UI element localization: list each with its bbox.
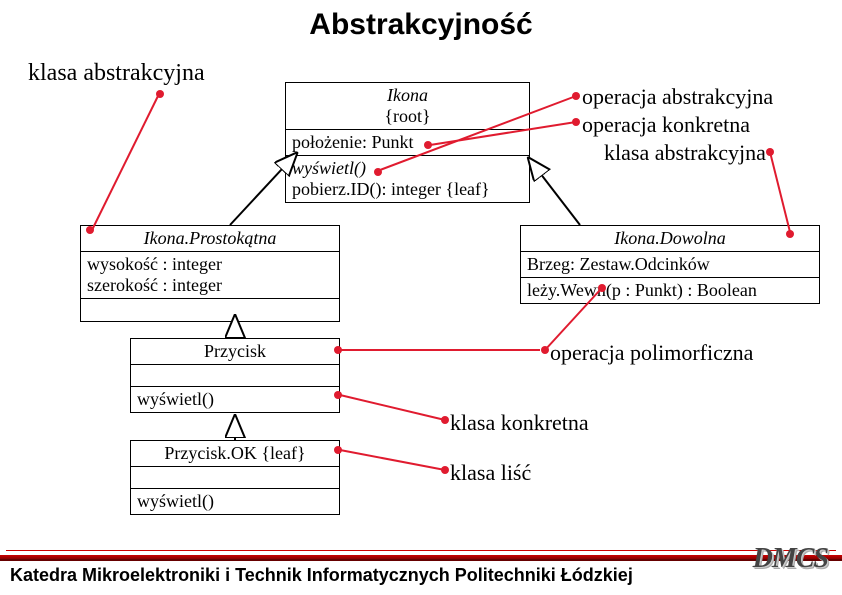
annot-operacja-polimorficzna: operacja polimorficzna (550, 340, 753, 366)
uml-dowolna-op-0: leży.Wewn(p : Punkt) : Boolean (527, 280, 813, 301)
uml-przycisk: Przycisk wyświetl() (130, 338, 340, 413)
uml-ikona-attr-0: położenie: Punkt (292, 132, 523, 153)
footer: Katedra Mikroelektroniki i Technik Infor… (0, 555, 842, 595)
uml-dowolna-attr-0: Brzeg: Zestaw.Odcinków (527, 254, 813, 275)
uml-ikona-op-0: wyświetl() (292, 158, 523, 179)
label-klasa-abstrakcyjna: klasa abstrakcyjna (28, 60, 205, 87)
page-title: Abstrakcyjność (0, 8, 842, 42)
uml-prost-title: Ikona.Prostokątna (87, 228, 333, 249)
annot-operacja-konkretna: operacja konkretna (582, 112, 750, 138)
uml-ikona-dowolna: Ikona.Dowolna Brzeg: Zestaw.Odcinków leż… (520, 225, 820, 304)
logo-dmcs: DMCS (753, 543, 828, 575)
uml-ikona-stereo: {root} (292, 106, 523, 127)
uml-prost-attr-1: szerokość : integer (87, 275, 333, 296)
uml-ikona-op-1: pobierz.ID(): integer {leaf} (292, 179, 523, 200)
footer-bar (0, 555, 842, 561)
footer-text: Katedra Mikroelektroniki i Technik Infor… (10, 565, 633, 586)
uml-dowolna-title: Ikona.Dowolna (527, 228, 813, 249)
uml-przyciskok-title: Przycisk.OK {leaf} (137, 443, 333, 464)
annot-operacja-abstrakcyjna: operacja abstrakcyjna (582, 84, 773, 110)
uml-przycisk-title: Przycisk (137, 341, 333, 362)
uml-przycisk-op-0: wyświetl() (137, 389, 333, 410)
annot-klasa-lisc: klasa liść (450, 460, 531, 486)
annot-klasa-konkretna: klasa konkretna (450, 410, 589, 436)
uml-ikona-title: Ikona (292, 85, 523, 106)
annot-klasa-abstrakcyjna: klasa abstrakcyjna (604, 140, 766, 166)
footer-rule (6, 550, 836, 551)
uml-ikona: Ikona {root} położenie: Punkt wyświetl()… (285, 82, 530, 203)
uml-przycisk-ok: Przycisk.OK {leaf} wyświetl() (130, 440, 340, 515)
uml-prost-attr-0: wysokość : integer (87, 254, 333, 275)
uml-ikona-prostokatna: Ikona.Prostokątna wysokość : integer sze… (80, 225, 340, 322)
uml-przyciskok-op-0: wyświetl() (137, 491, 333, 512)
